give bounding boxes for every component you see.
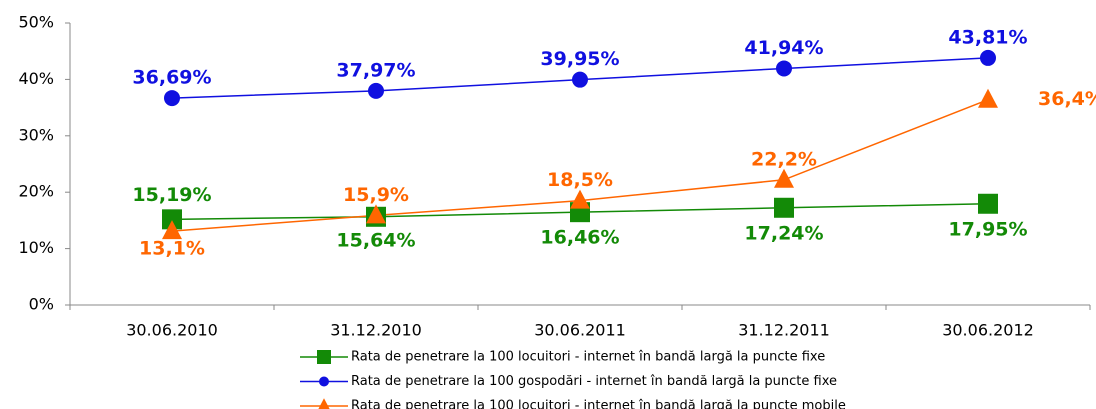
value-label: 36,4% bbox=[1038, 88, 1096, 110]
point bbox=[368, 82, 384, 99]
point bbox=[570, 189, 590, 209]
point bbox=[774, 168, 794, 188]
y-tick-label: 40% bbox=[18, 69, 54, 88]
value-label: 39,95% bbox=[540, 48, 619, 70]
x-tick-label: 31.12.2010 bbox=[330, 321, 422, 340]
point bbox=[366, 204, 386, 224]
point bbox=[572, 71, 588, 88]
legend-label: Rata de penetrare la 100 locuitori - int… bbox=[351, 350, 825, 365]
legend-marker bbox=[319, 376, 329, 387]
legend-marker bbox=[318, 398, 330, 409]
x-tick-label: 30.06.2012 bbox=[942, 321, 1034, 340]
point bbox=[776, 60, 792, 77]
value-label: 43,81% bbox=[948, 26, 1027, 48]
value-label: 17,24% bbox=[744, 222, 823, 244]
point bbox=[978, 88, 998, 108]
y-tick-label: 50% bbox=[18, 13, 54, 32]
y-tick-label: 0% bbox=[29, 295, 54, 314]
y-tick-label: 30% bbox=[18, 125, 54, 144]
y-tick-label: 20% bbox=[18, 182, 54, 201]
x-tick-label: 30.06.2010 bbox=[126, 321, 218, 340]
value-label: 15,19% bbox=[132, 184, 211, 206]
value-label: 22,2% bbox=[751, 148, 817, 170]
point bbox=[978, 193, 998, 214]
value-label: 13,1% bbox=[139, 238, 205, 260]
legend-marker bbox=[317, 350, 331, 364]
y-tick-label: 10% bbox=[18, 238, 54, 257]
value-label: 15,9% bbox=[343, 184, 409, 206]
legend-label: Rata de penetrare la 100 locuitori - int… bbox=[351, 399, 846, 409]
value-label: 18,5% bbox=[547, 169, 613, 191]
x-tick-label: 31.12.2011 bbox=[738, 321, 830, 340]
value-label: 36,69% bbox=[132, 67, 211, 89]
value-label: 16,46% bbox=[540, 227, 619, 249]
value-label: 37,97% bbox=[336, 59, 415, 81]
value-label: 15,64% bbox=[336, 229, 415, 251]
value-label: 17,95% bbox=[948, 218, 1027, 240]
x-tick-label: 30.06.2011 bbox=[534, 321, 626, 340]
point bbox=[980, 49, 996, 66]
point bbox=[162, 209, 182, 230]
point bbox=[774, 197, 794, 218]
legend-label: Rata de penetrare la 100 gospodări - int… bbox=[351, 374, 837, 389]
point bbox=[162, 220, 182, 240]
point bbox=[164, 90, 180, 107]
value-label: 41,94% bbox=[744, 37, 823, 59]
